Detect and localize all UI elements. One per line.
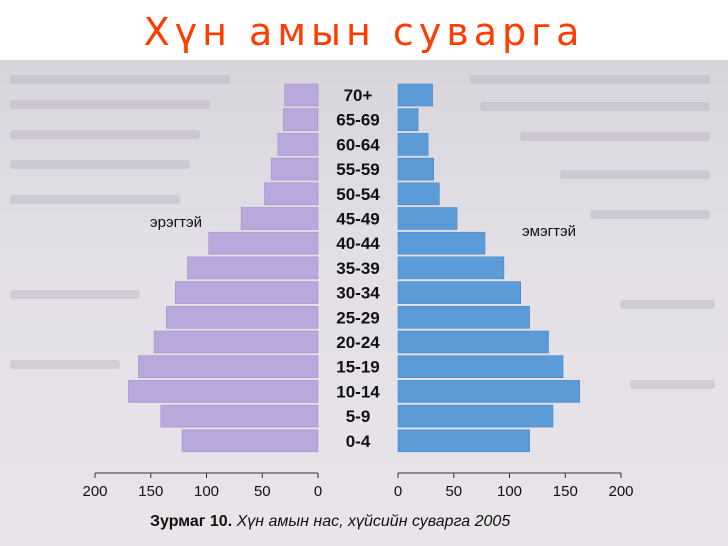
female-bar-20-24 <box>397 330 549 354</box>
age-label-55-59: 55-59 <box>336 160 379 179</box>
male-bar-10-14 <box>128 380 319 403</box>
age-label-10-14: 10-14 <box>336 382 380 401</box>
age-label-45-49: 45-49 <box>336 210 379 229</box>
age-label-15-19: 15-19 <box>336 358 379 377</box>
female-bar-30-34 <box>397 281 521 304</box>
background-text-line <box>10 290 140 299</box>
tick-label-0: 0 <box>394 483 402 500</box>
male-bar-45-49 <box>240 207 319 230</box>
female-bar-25-29 <box>397 306 530 329</box>
age-label-20-24: 20-24 <box>336 333 380 352</box>
background-text-line <box>10 75 230 84</box>
slide-title: Хүн амын суварга <box>143 10 585 54</box>
tick-label-0: 0 <box>314 483 322 500</box>
female-bar-70+ <box>397 83 433 107</box>
age-label-25-29: 25-29 <box>336 308 379 327</box>
male-bar-15-19 <box>138 355 319 379</box>
female-bar-10-14 <box>397 380 580 403</box>
tick-label-200: 200 <box>82 483 107 500</box>
background-text-line <box>620 300 715 309</box>
female-bar-60-64 <box>397 133 429 156</box>
age-label-60-64: 60-64 <box>336 135 380 154</box>
background-text-line <box>520 132 710 141</box>
scanned-page-background <box>0 60 728 546</box>
age-label-35-39: 35-39 <box>336 259 379 278</box>
male-bar-60-64 <box>277 133 319 156</box>
male-bar-55-59 <box>270 157 319 181</box>
male-bar-50-54 <box>264 182 319 206</box>
male-bar-25-29 <box>166 306 319 329</box>
tick-label-50: 50 <box>254 483 271 500</box>
tick-label-150: 150 <box>553 483 578 500</box>
female-bar-50-54 <box>397 182 440 206</box>
female-bar-0-4 <box>397 429 530 453</box>
caption-figure-number: Зурмаг 10. <box>150 513 237 530</box>
background-text-line <box>10 195 180 204</box>
background-text-line <box>470 75 710 84</box>
age-label-5-9: 5-9 <box>346 407 371 426</box>
age-label-40-44: 40-44 <box>336 234 380 253</box>
tick-label-50: 50 <box>445 483 462 500</box>
age-label-70+: 70+ <box>344 86 373 105</box>
background-text-line <box>590 210 710 219</box>
female-bar-45-49 <box>397 207 458 230</box>
female-bar-65-69 <box>397 108 419 132</box>
male-bar-0-4 <box>181 429 319 453</box>
male-bar-20-24 <box>153 330 319 354</box>
male-bar-65-69 <box>283 108 319 132</box>
male-bar-5-9 <box>160 404 319 428</box>
male-bar-70+ <box>284 83 319 107</box>
male-bar-40-44 <box>208 231 319 255</box>
background-text-line <box>480 102 710 111</box>
tick-label-150: 150 <box>138 483 163 500</box>
tick-label-200: 200 <box>608 483 633 500</box>
female-series-label: эмэгтэй <box>522 223 576 240</box>
female-bar-40-44 <box>397 231 486 255</box>
female-bar-5-9 <box>397 404 554 428</box>
male-series-label: эрэгтэй <box>150 214 202 231</box>
age-label-30-34: 30-34 <box>336 284 380 303</box>
tick-label-100: 100 <box>194 483 219 500</box>
chart-caption: Зурмаг 10. Хүн амын нас, хүйсийн суварга… <box>150 513 510 530</box>
background-text-line <box>560 170 710 179</box>
male-bar-30-34 <box>175 281 319 304</box>
background-text-line <box>10 360 120 369</box>
background-text-line <box>10 160 190 169</box>
background-text-line <box>10 130 200 139</box>
age-label-0-4: 0-4 <box>346 432 371 451</box>
age-label-65-69: 65-69 <box>336 111 379 130</box>
female-bar-35-39 <box>397 256 505 280</box>
background-text-line <box>10 100 210 109</box>
background-text-line <box>630 380 715 389</box>
female-bar-15-19 <box>397 355 564 379</box>
age-label-50-54: 50-54 <box>336 185 380 204</box>
female-bar-55-59 <box>397 157 435 181</box>
tick-label-100: 100 <box>497 483 522 500</box>
male-bar-35-39 <box>187 256 319 280</box>
population-pyramid-chart: 70+ 65-69 60-64 55-59 50-54 45-49 40-44 35-39 30… <box>82 83 634 530</box>
caption-text: Хүн амын нас, хүйсийн суварга 2005 <box>236 513 511 530</box>
